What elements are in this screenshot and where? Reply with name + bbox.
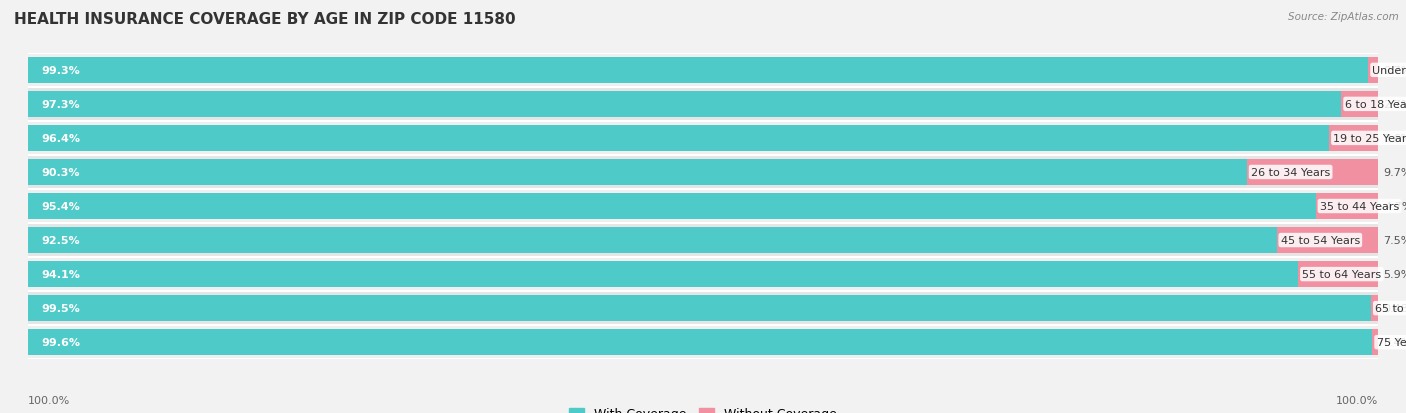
Text: 5.9%: 5.9%	[1384, 269, 1406, 280]
Bar	[28, 159, 1247, 186]
Text: 26 to 34 Years: 26 to 34 Years	[1251, 168, 1330, 178]
Bar	[28, 57, 1368, 84]
Bar	[1372, 329, 1378, 356]
Bar	[28, 325, 1378, 359]
Text: 19 to 25 Years: 19 to 25 Years	[1333, 133, 1406, 144]
Text: 96.4%: 96.4%	[42, 133, 80, 144]
Text: 45 to 54 Years: 45 to 54 Years	[1281, 235, 1360, 245]
Bar	[28, 295, 1371, 322]
Text: 9.7%: 9.7%	[1384, 168, 1406, 178]
Text: 4.7%: 4.7%	[1385, 202, 1406, 211]
Bar	[1277, 227, 1378, 254]
Bar	[28, 227, 1277, 254]
Text: 99.6%: 99.6%	[42, 337, 80, 347]
Bar	[28, 125, 1329, 152]
Bar	[28, 88, 1378, 121]
Text: 100.0%: 100.0%	[28, 395, 70, 405]
Text: 95.4%: 95.4%	[42, 202, 80, 211]
Text: 6 to 18 Years: 6 to 18 Years	[1346, 100, 1406, 109]
Bar	[1341, 91, 1378, 118]
Text: 0.4%: 0.4%	[1384, 337, 1406, 347]
Bar	[1368, 57, 1378, 84]
Text: 92.5%: 92.5%	[42, 235, 80, 245]
Bar	[28, 121, 1378, 156]
Bar	[28, 91, 1341, 118]
Text: 94.1%: 94.1%	[42, 269, 80, 280]
Text: 3.6%: 3.6%	[1384, 133, 1406, 144]
Text: Source: ZipAtlas.com: Source: ZipAtlas.com	[1288, 12, 1399, 22]
Bar	[1371, 295, 1378, 322]
Text: 0.7%: 0.7%	[1384, 66, 1406, 76]
Bar	[28, 261, 1298, 288]
Text: 100.0%: 100.0%	[1336, 395, 1378, 405]
Text: 55 to 64 Years: 55 to 64 Years	[1302, 269, 1382, 280]
Text: 97.3%: 97.3%	[42, 100, 80, 109]
Bar	[28, 329, 1372, 356]
Bar	[1298, 261, 1378, 288]
Bar	[28, 292, 1378, 325]
Bar	[28, 193, 1316, 220]
Bar	[28, 54, 1378, 88]
Text: 2.7%: 2.7%	[1384, 100, 1406, 109]
Text: HEALTH INSURANCE COVERAGE BY AGE IN ZIP CODE 11580: HEALTH INSURANCE COVERAGE BY AGE IN ZIP …	[14, 12, 516, 27]
Bar	[1329, 125, 1378, 152]
Bar	[28, 257, 1378, 292]
Text: 7.5%: 7.5%	[1384, 235, 1406, 245]
Text: 99.3%: 99.3%	[42, 66, 80, 76]
Bar	[28, 223, 1378, 257]
Text: 90.3%: 90.3%	[42, 168, 80, 178]
Bar	[28, 156, 1378, 190]
Bar	[1247, 159, 1378, 186]
Text: Under 6 Years: Under 6 Years	[1372, 66, 1406, 76]
Text: 35 to 44 Years: 35 to 44 Years	[1320, 202, 1399, 211]
Text: 75 Years and older: 75 Years and older	[1376, 337, 1406, 347]
Bar	[28, 190, 1378, 223]
Text: 0.48%: 0.48%	[1384, 304, 1406, 313]
Bar	[1316, 193, 1379, 220]
Text: 99.5%: 99.5%	[42, 304, 80, 313]
Text: 65 to 74 Years: 65 to 74 Years	[1375, 304, 1406, 313]
Legend: With Coverage, Without Coverage: With Coverage, Without Coverage	[569, 407, 837, 413]
